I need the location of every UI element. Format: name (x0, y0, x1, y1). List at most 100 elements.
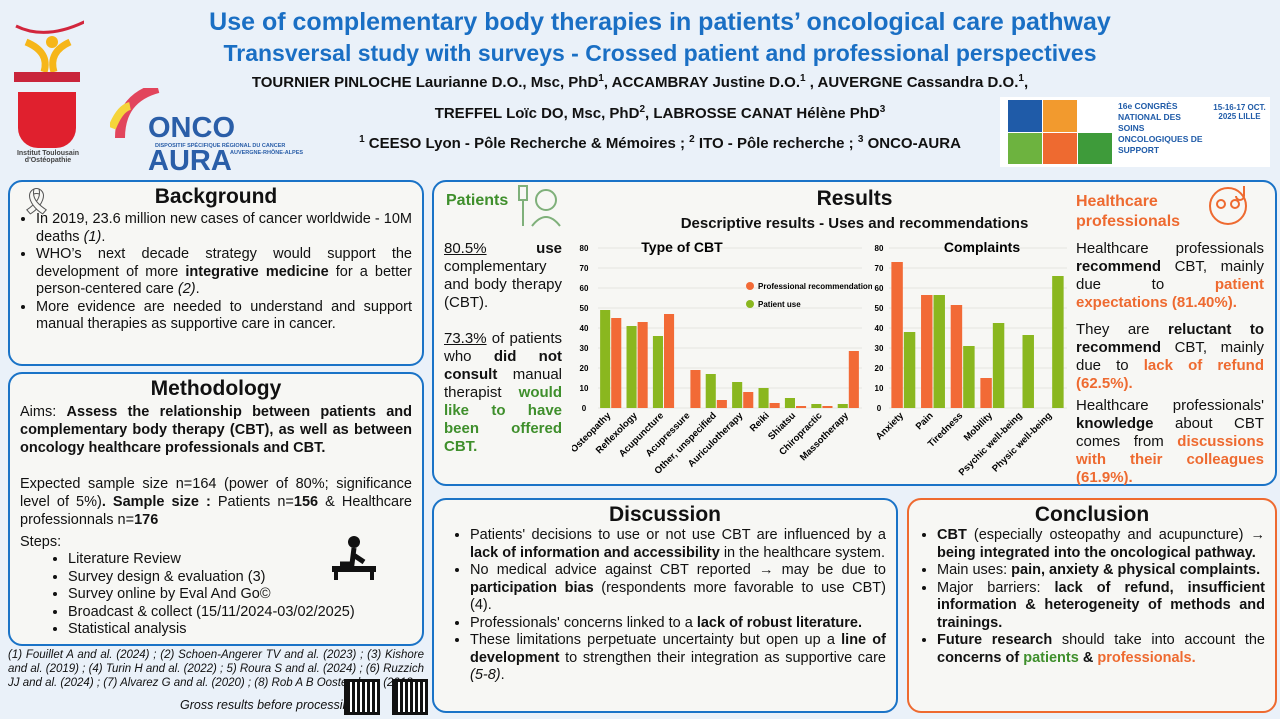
text-segment: TOURNIER PINLOCHE Laurianne D.O., Msc, P… (251, 74, 599, 91)
y-tick-label: 70 (875, 264, 884, 273)
text-segment: 73.3% (444, 330, 487, 347)
hcp-knowledge: Healthcare professionals' knowledge abou… (1076, 397, 1264, 487)
y-tick-label: 50 (580, 304, 589, 313)
text-segment: Patients' decisions to use or not use CB… (470, 527, 886, 543)
bar-patient-use (705, 374, 716, 408)
text-segment: lack of refund (62.5%). (1076, 357, 1264, 392)
patients-stat-not-consulted: 73.3% of patients who did not consult ma… (444, 330, 562, 456)
affiliations: 1 CEESO Lyon - Pôle Recherche & Mémoires… (280, 134, 1040, 152)
discussion-item: These limitations perpetuate uncertainty… (470, 632, 886, 685)
step-item: Survey design & evaluation (3) (68, 569, 412, 587)
text-segment: Major barriers: (937, 579, 1055, 596)
x-tick-label: Anxiety (874, 410, 907, 443)
text-segment: reluctant to recommend (1076, 321, 1264, 356)
text-segment: CEESO Lyon - Pôle Recherche & Mémoires ; (364, 135, 690, 152)
discussion-item: No medical advice against CBT reported →… (470, 562, 886, 615)
text-segment: would like to have been offered CBT. (444, 384, 562, 455)
y-tick-label: 0 (582, 404, 587, 413)
bar-professional-recommendation (980, 378, 992, 408)
discussion-list: Patients' decisions to use or not use CB… (444, 527, 886, 685)
conclusion-title: Conclusion (1034, 503, 1150, 526)
legend-marker (746, 282, 754, 290)
bar-professional-recommendation (664, 314, 675, 408)
conclusion-panel: Conclusion CBT (especially osteopathy an… (907, 498, 1277, 713)
results-subtitle: Descriptive results - Uses and recommend… (680, 215, 1029, 232)
steps-list: Literature Review Survey design & evalua… (20, 551, 412, 639)
y-tick-label: 30 (875, 344, 884, 353)
text-segment: about CBT comes from (1076, 415, 1264, 450)
text-segment: concerns of (937, 649, 1024, 666)
text-segment: In 2019, 23.6 million new cases of cance… (36, 211, 412, 245)
text-segment: Assess the relationship between patients… (20, 404, 413, 456)
y-tick-label: 70 (580, 264, 589, 273)
bar-patient-use (784, 398, 795, 408)
bar-patient-use (903, 332, 916, 408)
bar-professional-recommendation (637, 322, 648, 408)
bar-patient-use (600, 310, 611, 408)
bar-professional-recommendation (822, 406, 833, 408)
text-segment: being integrated into the oncological pa… (937, 544, 1256, 561)
discussion-title: Discussion (608, 503, 722, 526)
text-segment: (1) (83, 228, 102, 245)
text-segment: These limitations perpetuate uncertainty… (470, 632, 842, 648)
legend-marker (746, 300, 754, 308)
text-segment: , LABROSSE CANAT Hélène PhD (645, 105, 880, 122)
text-segment: line of development (470, 632, 886, 666)
bar-patient-use (1052, 276, 1064, 408)
y-tick-label: 20 (875, 364, 884, 373)
text-segment: They are (1076, 321, 1168, 338)
text-segment: . Sample size : (101, 494, 218, 510)
bar-professional-recommendation (891, 262, 903, 408)
text-segment: CBT (937, 527, 967, 543)
qr-code-patients[interactable] (344, 679, 380, 715)
bar-patient-use (732, 382, 743, 408)
ito-logo-text: Institut Toulousain d'Ostéopathie (16, 150, 80, 164)
y-tick-label: 10 (580, 384, 589, 393)
x-tick-label: Pain (914, 410, 936, 432)
text-segment: ITO - Pôle recherche ; (694, 135, 858, 152)
conclusion-item: Future research should take into account… (937, 632, 1265, 667)
text-segment: 3 (879, 104, 886, 115)
qr-code-professionals[interactable] (392, 679, 428, 715)
bar-professional-recommendation (848, 351, 859, 408)
methodology-panel: Methodology Aims: Assess the relationshi… (8, 372, 424, 646)
text-segment: Healthcare professionals' (1076, 397, 1264, 414)
text-segment: to strengthen their integration as suppo… (559, 649, 886, 666)
text-segment: , ACCAMBRAY Justine D.O. (603, 74, 800, 91)
conclusion-item: Main uses: pain, anxiety & physical comp… (937, 562, 1265, 580)
references: (1) Fouillet A and al. (2024) ; (2) Scho… (8, 649, 424, 689)
text-segment: 176 (134, 512, 159, 528)
discussion-item: Professionals' concerns linked to a lack… (470, 615, 886, 633)
text-segment: patients (1023, 649, 1079, 666)
y-tick-label: 60 (580, 284, 589, 293)
congress-banner: 16e CONGRÈS NATIONAL DES SOINS ONCOLOGIQ… (1000, 97, 1270, 167)
awareness-ribbon-icon: 🎗 (20, 186, 54, 216)
bar-professional-recommendation (921, 295, 933, 408)
conclusion-item: Major barriers: lack of refund, insuffic… (937, 580, 1265, 633)
y-tick-label: 80 (580, 244, 589, 253)
text-segment: (5-8) (470, 667, 501, 683)
bar-professional-recommendation (743, 392, 754, 408)
discussion-panel: Discussion Patients' decisions to use or… (432, 498, 898, 713)
bar-patient-use (992, 323, 1005, 408)
text-segment: in the healthcare system. (719, 544, 886, 561)
text-segment: ONCO-AURA (863, 135, 961, 152)
text-segment: 80.5% (444, 240, 487, 257)
text-segment: Healthcare professionals (1076, 240, 1264, 257)
bar-professional-recommendation (716, 400, 727, 408)
text-segment: for a better person-centered care (36, 263, 412, 298)
methodology-aims: Aims: Assess the relationship between pa… (20, 403, 412, 457)
text-segment: (especially osteopathy and acupuncture) … (966, 527, 1265, 543)
background-item: WHO’s next decade strategy would support… (36, 246, 412, 299)
step-item: Statistical analysis (68, 621, 412, 639)
y-tick-label: 40 (875, 324, 884, 333)
text-segment: knowledge (1076, 415, 1154, 432)
step-item: Literature Review (68, 551, 412, 569)
y-tick-label: 10 (875, 384, 884, 393)
x-tick-label: Reiki (748, 410, 772, 434)
text-segment: use (486, 240, 562, 257)
patients-stat-use: 80.5% use complementary and body therapy… (444, 240, 562, 312)
y-tick-label: 80 (875, 244, 884, 253)
step-item: Broadcast & collect (15/11/2024-03/02/20… (68, 604, 412, 622)
